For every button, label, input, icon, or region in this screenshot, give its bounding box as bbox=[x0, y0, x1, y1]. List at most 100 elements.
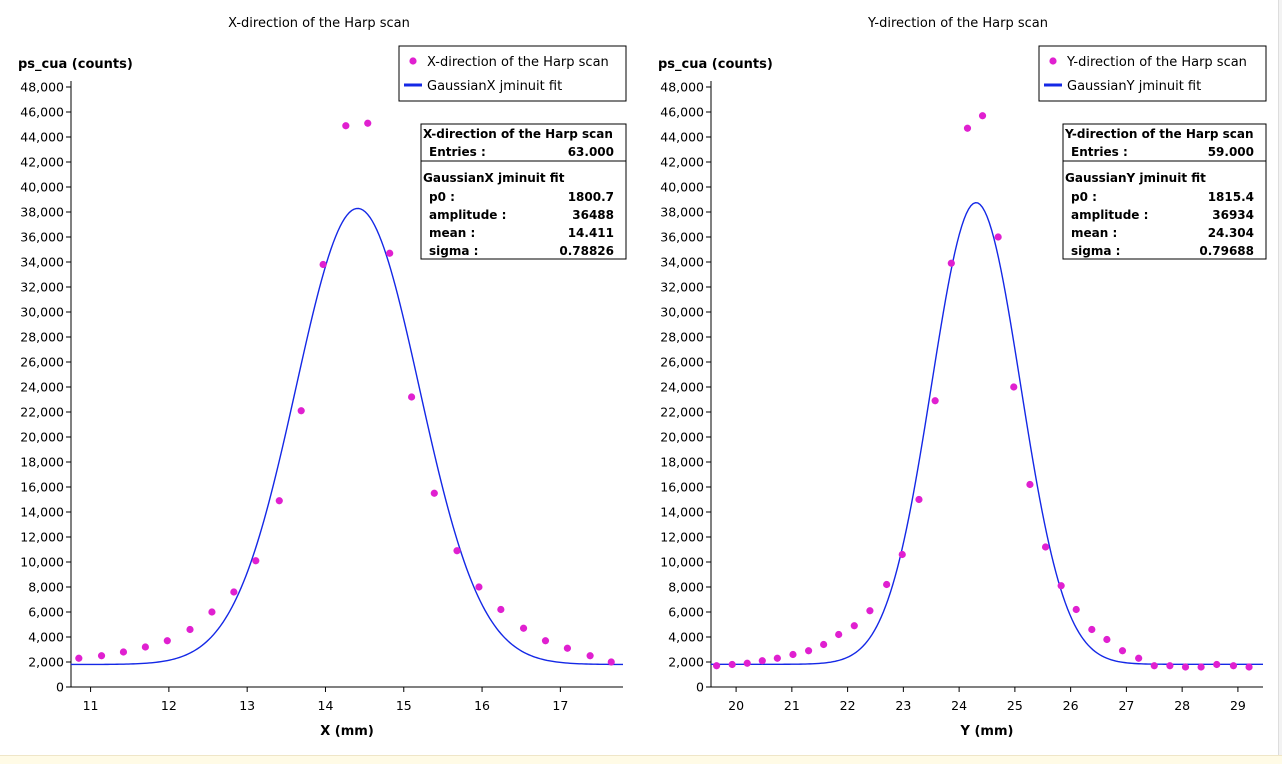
data-point bbox=[866, 607, 874, 615]
y-tick-label: 38,000 bbox=[20, 205, 64, 220]
x-tick-label: 14 bbox=[318, 698, 334, 713]
stats-box: Y-direction of the Harp scan Entries : 59.… bbox=[1062, 123, 1267, 260]
stats-param-value: 36934 bbox=[1212, 208, 1254, 222]
x-tick-label: 23 bbox=[895, 698, 911, 713]
x-tick-label: 24 bbox=[951, 698, 967, 713]
legend-box bbox=[1038, 45, 1267, 102]
stats-entries-box bbox=[1062, 123, 1267, 162]
x-tick-label: 28 bbox=[1174, 698, 1190, 713]
stats-param-value: 1815.4 bbox=[1208, 190, 1254, 204]
stats-param-label: p0 : bbox=[429, 190, 455, 204]
data-point bbox=[519, 624, 528, 632]
data-point bbox=[230, 588, 238, 596]
data-point bbox=[1057, 582, 1065, 590]
data-point bbox=[475, 583, 483, 591]
y-tick-label: 20,000 bbox=[20, 430, 64, 445]
data-point bbox=[1229, 662, 1238, 670]
chart-title: Y-direction of the Harp scan bbox=[867, 16, 1048, 31]
x-tick-label: 25 bbox=[1007, 698, 1023, 713]
data-point bbox=[119, 648, 128, 656]
y-tick-label: 44,000 bbox=[20, 130, 64, 145]
y-tick-label: 2,000 bbox=[668, 655, 704, 670]
legend-label-fit: GaussianY jminuit fit bbox=[1067, 79, 1201, 94]
y-tick-label: 10,000 bbox=[20, 555, 64, 570]
stats-entries-label: Entries : bbox=[429, 145, 486, 159]
stats-param-value: 1800.7 bbox=[568, 190, 614, 204]
y-tick-label: 6,000 bbox=[668, 605, 704, 620]
y-tick-label: 4,000 bbox=[668, 630, 704, 645]
data-point bbox=[364, 119, 372, 127]
data-point bbox=[1135, 654, 1143, 662]
data-point bbox=[1072, 605, 1080, 614]
stats-param-value: 24.304 bbox=[1208, 226, 1254, 240]
stats-entries-label: Entries : bbox=[1071, 145, 1128, 159]
stats-param-value: 36488 bbox=[572, 208, 614, 222]
y-tick-label: 44,000 bbox=[660, 130, 704, 145]
y-axis-label: ps_cua (counts) bbox=[658, 57, 773, 72]
y-tick-label: 34,000 bbox=[660, 255, 704, 270]
y-tick-label: 42,000 bbox=[660, 155, 704, 170]
stats-param-label: sigma : bbox=[1071, 244, 1120, 258]
data-point bbox=[773, 654, 781, 662]
data-point bbox=[275, 497, 283, 505]
data-point bbox=[1026, 480, 1034, 489]
stats-fit-box bbox=[420, 160, 627, 260]
data-point bbox=[898, 550, 906, 559]
data-point bbox=[994, 233, 1002, 241]
data-point bbox=[1010, 383, 1018, 391]
data-point bbox=[931, 397, 939, 405]
y-tick-label: 32,000 bbox=[20, 280, 64, 295]
x-tick-label: 26 bbox=[1063, 698, 1079, 713]
x-tick-label: 13 bbox=[239, 698, 255, 713]
y-tick-label: 0 bbox=[56, 680, 64, 695]
data-point bbox=[453, 547, 461, 555]
y-tick-label: 12,000 bbox=[660, 530, 704, 545]
y-tick-label: 36,000 bbox=[20, 230, 64, 245]
data-point bbox=[1088, 625, 1096, 634]
data-point bbox=[728, 660, 736, 669]
data-point bbox=[883, 580, 891, 589]
y-tick-label: 36,000 bbox=[660, 230, 704, 245]
y-tick-label: 4,000 bbox=[28, 630, 64, 645]
legend-marker-icon bbox=[409, 57, 417, 65]
y-tick-label: 16,000 bbox=[660, 480, 704, 495]
data-point bbox=[1041, 543, 1050, 551]
x-axis-label: X (mm) bbox=[320, 724, 374, 739]
data-point bbox=[75, 654, 83, 662]
x-tick-label: 12 bbox=[161, 698, 177, 713]
data-point bbox=[1103, 635, 1111, 644]
data-point bbox=[978, 112, 987, 120]
legend-marker-icon bbox=[1049, 57, 1057, 65]
y-tick-label: 46,000 bbox=[20, 105, 64, 120]
data-point bbox=[804, 647, 813, 655]
data-point bbox=[607, 658, 615, 666]
legend-label-points: Y-direction of the Harp scan bbox=[1066, 55, 1247, 70]
data-point bbox=[1213, 660, 1221, 669]
stats-param-value: 14.411 bbox=[568, 226, 614, 240]
y-tick-label: 40,000 bbox=[20, 180, 64, 195]
stats-entries-value: 59.000 bbox=[1208, 145, 1254, 159]
x-tick-label: 11 bbox=[83, 698, 99, 713]
data-point bbox=[208, 608, 216, 616]
y-tick-label: 18,000 bbox=[660, 455, 704, 470]
data-point bbox=[541, 637, 550, 645]
legend: X-direction of the Harp scan GaussianX jm… bbox=[398, 45, 627, 102]
y-tick-label: 26,000 bbox=[660, 355, 704, 370]
data-point bbox=[297, 407, 305, 415]
y-tick-label: 26,000 bbox=[20, 355, 64, 370]
stats-entries-box bbox=[420, 123, 627, 162]
stats-header: Y-direction of the Harp scan bbox=[1064, 127, 1254, 141]
data-point bbox=[712, 662, 721, 670]
data-point bbox=[497, 605, 505, 614]
window-scrollbar-edge bbox=[1278, 0, 1282, 755]
y-tick-label: 22,000 bbox=[20, 405, 64, 420]
x-tick-label: 29 bbox=[1230, 698, 1246, 713]
y-tick-label: 0 bbox=[696, 680, 704, 695]
stats-param-label: mean : bbox=[429, 226, 475, 240]
y-tick-label: 28,000 bbox=[660, 330, 704, 345]
data-point bbox=[186, 625, 194, 634]
y-tick-label: 32,000 bbox=[660, 280, 704, 295]
stats-fit-title: GaussianX jminuit fit bbox=[423, 171, 565, 185]
legend-label-points: X-direction of the Harp scan bbox=[427, 55, 609, 70]
